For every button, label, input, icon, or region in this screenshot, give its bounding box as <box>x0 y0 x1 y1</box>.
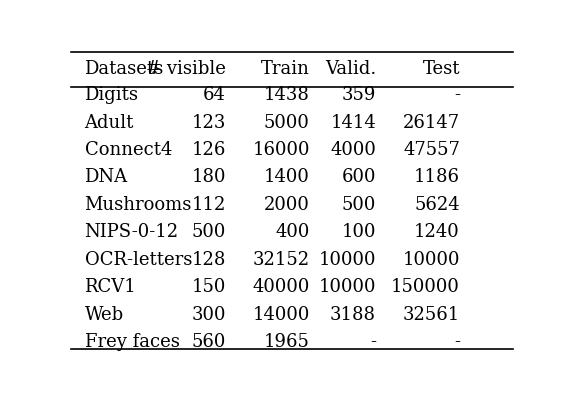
Text: NIPS-0-12: NIPS-0-12 <box>84 223 178 241</box>
Text: 5624: 5624 <box>414 196 460 214</box>
Text: 2000: 2000 <box>264 196 310 214</box>
Text: RCV1: RCV1 <box>84 278 136 296</box>
Text: 126: 126 <box>192 141 226 159</box>
Text: 32561: 32561 <box>403 306 460 324</box>
Text: 32152: 32152 <box>253 251 310 269</box>
Text: Adult: Adult <box>84 114 134 132</box>
Text: -: - <box>370 333 376 351</box>
Text: Mushrooms: Mushrooms <box>84 196 192 214</box>
Text: Web: Web <box>84 306 124 324</box>
Text: 47557: 47557 <box>403 141 460 159</box>
Text: 10000: 10000 <box>402 251 460 269</box>
Text: 123: 123 <box>192 114 226 132</box>
Text: 1186: 1186 <box>414 168 460 187</box>
Text: 128: 128 <box>192 251 226 269</box>
Text: 300: 300 <box>192 306 226 324</box>
Text: 150: 150 <box>192 278 226 296</box>
Text: Valid.: Valid. <box>325 60 376 78</box>
Text: 560: 560 <box>192 333 226 351</box>
Text: 112: 112 <box>192 196 226 214</box>
Text: # visible: # visible <box>146 60 226 78</box>
Text: 16000: 16000 <box>253 141 310 159</box>
Text: 400: 400 <box>275 223 310 241</box>
Text: DNA: DNA <box>84 168 128 187</box>
Text: 1240: 1240 <box>414 223 460 241</box>
Text: Digits: Digits <box>84 86 139 104</box>
Text: 1438: 1438 <box>264 86 310 104</box>
Text: -: - <box>454 333 460 351</box>
Text: Frey faces: Frey faces <box>84 333 180 351</box>
Text: 10000: 10000 <box>319 278 376 296</box>
Text: 14000: 14000 <box>253 306 310 324</box>
Text: 64: 64 <box>203 86 226 104</box>
Text: Connect4: Connect4 <box>84 141 172 159</box>
Text: 150000: 150000 <box>391 278 460 296</box>
Text: OCR-letters: OCR-letters <box>84 251 192 269</box>
Text: Datasets: Datasets <box>84 60 164 78</box>
Text: 500: 500 <box>341 196 376 214</box>
Text: Test: Test <box>422 60 460 78</box>
Text: 5000: 5000 <box>264 114 310 132</box>
Text: 600: 600 <box>341 168 376 187</box>
Text: -: - <box>454 86 460 104</box>
Text: 100: 100 <box>341 223 376 241</box>
Text: 1400: 1400 <box>264 168 310 187</box>
Text: 500: 500 <box>192 223 226 241</box>
Text: 1414: 1414 <box>330 114 376 132</box>
Text: 40000: 40000 <box>253 278 310 296</box>
Text: 359: 359 <box>341 86 376 104</box>
Text: 1965: 1965 <box>264 333 310 351</box>
Text: 26147: 26147 <box>403 114 460 132</box>
Text: 4000: 4000 <box>330 141 376 159</box>
Text: 3188: 3188 <box>330 306 376 324</box>
Text: 10000: 10000 <box>319 251 376 269</box>
Text: Train: Train <box>261 60 310 78</box>
Text: 180: 180 <box>192 168 226 187</box>
